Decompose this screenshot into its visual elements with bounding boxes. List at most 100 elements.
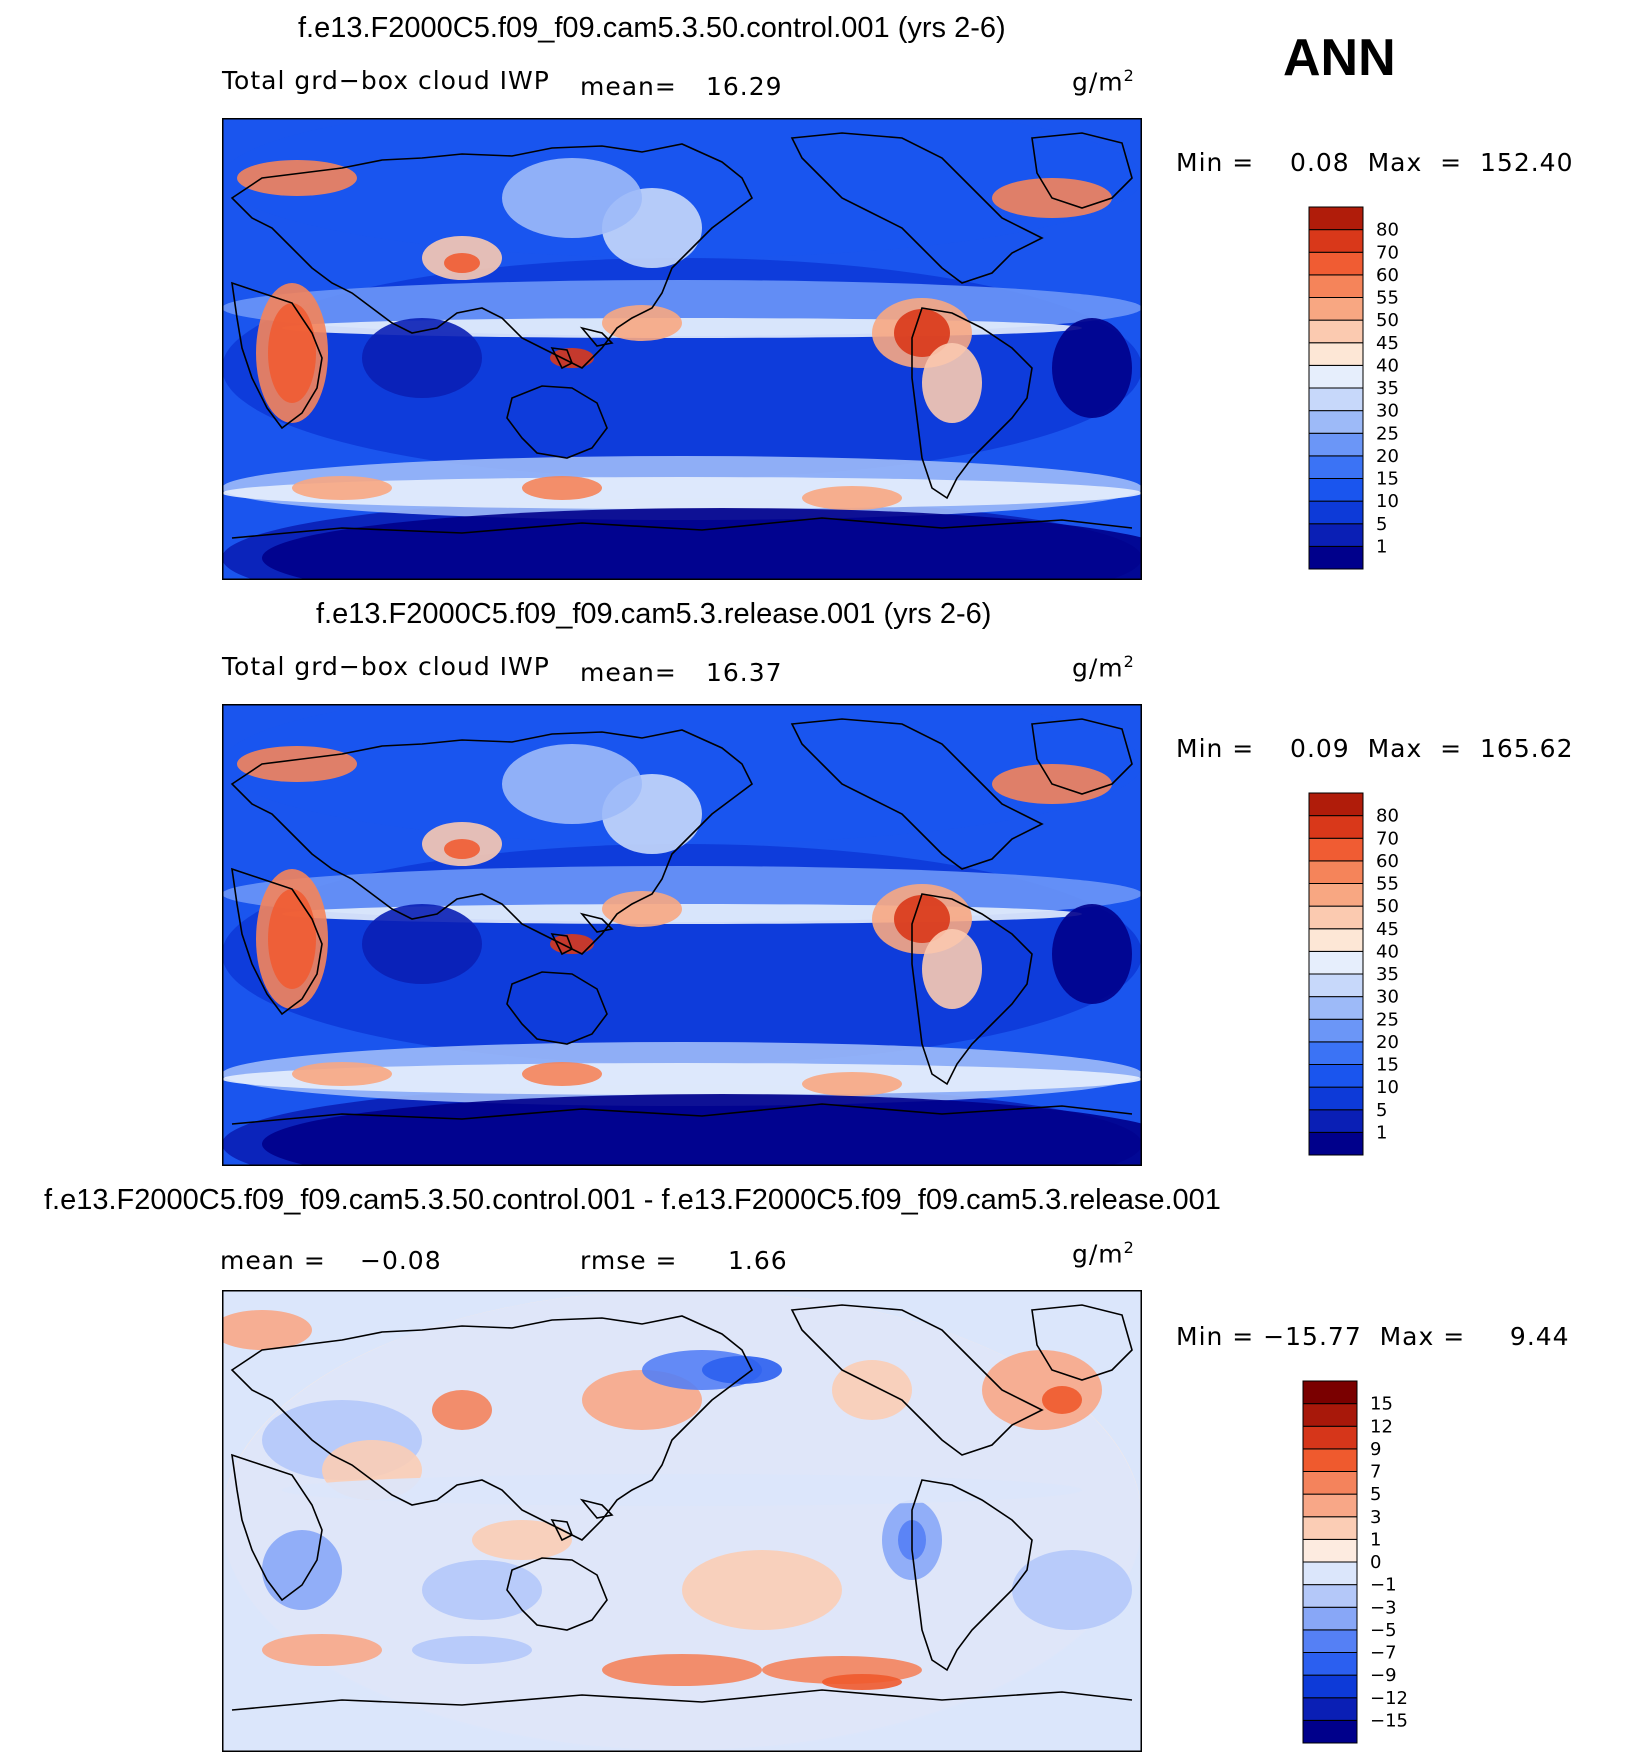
colorbar-segment bbox=[1302, 1584, 1358, 1608]
coastline bbox=[550, 347, 574, 370]
contour-fill bbox=[1042, 1386, 1082, 1414]
colorbar-segment bbox=[1302, 1697, 1358, 1721]
coastline bbox=[911, 893, 1033, 1086]
colorbar-segment bbox=[1308, 973, 1364, 998]
panel3-mean-label: mean = bbox=[220, 1246, 326, 1275]
colorbar-segment bbox=[1308, 229, 1364, 253]
coastline bbox=[231, 867, 323, 1016]
panel3-minmax: Min = −15.77 Max = 9.44 bbox=[1176, 1322, 1570, 1351]
contour-fill bbox=[802, 1072, 902, 1096]
colorbar-segment bbox=[1302, 1493, 1358, 1518]
contour-fill bbox=[894, 309, 950, 357]
colorbar-tick-label: 1 bbox=[1376, 536, 1387, 557]
season-label: ANN bbox=[1283, 29, 1396, 87]
coastline bbox=[230, 1315, 754, 1541]
colorbar-segment bbox=[1308, 319, 1364, 344]
colorbar-segment bbox=[1308, 928, 1364, 952]
contour-fill bbox=[802, 486, 902, 510]
contour-fill bbox=[502, 158, 642, 238]
colorbar-tick-label: 40 bbox=[1376, 355, 1399, 376]
colorbar-tick-label: 12 bbox=[1370, 1416, 1393, 1437]
coastline bbox=[550, 1519, 574, 1542]
map-frame bbox=[222, 1290, 1142, 1752]
colorbar-segment bbox=[1308, 500, 1364, 525]
coastline bbox=[231, 281, 323, 430]
colorbar-tick-label: 25 bbox=[1376, 423, 1399, 444]
contour-fill bbox=[422, 1560, 542, 1620]
contour-fill bbox=[1052, 904, 1132, 1004]
colorbar-segment bbox=[1302, 1380, 1358, 1405]
colorbar-tick-label: 30 bbox=[1376, 987, 1399, 1008]
panel1-map bbox=[222, 118, 1142, 580]
contour-fill bbox=[1052, 318, 1132, 418]
contour-fill bbox=[237, 746, 357, 782]
colorbar-segment bbox=[1308, 251, 1364, 276]
coastline bbox=[579, 912, 614, 933]
coastline bbox=[231, 517, 1133, 539]
colorbar-tick-label: 70 bbox=[1376, 242, 1399, 263]
colorbar-segment bbox=[1308, 1086, 1364, 1111]
colorbar-segment bbox=[1302, 1516, 1358, 1540]
colorbar-tick-label: 40 bbox=[1376, 941, 1399, 962]
colorbar-segment bbox=[1308, 206, 1364, 231]
colorbar-segment bbox=[1308, 1109, 1364, 1133]
panel3-mean-value: −0.08 bbox=[360, 1246, 442, 1275]
contour-fill bbox=[522, 1062, 602, 1086]
colorbar-segment bbox=[1302, 1561, 1358, 1586]
colorbar-tick-label: −9 bbox=[1370, 1665, 1397, 1686]
colorbar-tick-label: 30 bbox=[1376, 401, 1399, 422]
colorbar-segment bbox=[1308, 905, 1364, 930]
contour-fill bbox=[222, 1063, 1142, 1095]
coastline bbox=[230, 143, 754, 369]
panel1-mean-value: 16.29 bbox=[706, 72, 783, 101]
colorbar-segment bbox=[1308, 815, 1364, 839]
colorbar-segment bbox=[1308, 387, 1364, 412]
colorbar-tick-label: 80 bbox=[1376, 220, 1399, 241]
coastline bbox=[550, 933, 574, 956]
contour-fill bbox=[444, 253, 480, 273]
colorbar-tick-label: 25 bbox=[1376, 1009, 1399, 1030]
colorbar-tick-label: −15 bbox=[1370, 1710, 1408, 1731]
colorbar-tick-label: 70 bbox=[1376, 828, 1399, 849]
contour-fill bbox=[922, 343, 982, 423]
colorbar-tick-label: 60 bbox=[1376, 265, 1399, 286]
colorbar-tick-label: 15 bbox=[1376, 1055, 1399, 1076]
contour-fill bbox=[832, 1360, 912, 1420]
colorbar-segment bbox=[1302, 1629, 1358, 1653]
colorbar-tick-label: 10 bbox=[1376, 1077, 1399, 1098]
colorbar-segment bbox=[1308, 297, 1364, 321]
colorbar-tick-label: 20 bbox=[1376, 1032, 1399, 1053]
contour-fill bbox=[237, 160, 357, 196]
contour-fill bbox=[412, 1636, 532, 1664]
contour-fill bbox=[502, 744, 642, 824]
colorbar-segment bbox=[1302, 1403, 1358, 1427]
contour-fill bbox=[268, 889, 316, 989]
coastline bbox=[231, 1453, 323, 1602]
contour-fill bbox=[894, 895, 950, 943]
contour-fill bbox=[602, 891, 682, 927]
colorbar-segment bbox=[1308, 792, 1364, 817]
colorbar-tick-label: 20 bbox=[1376, 446, 1399, 467]
contour-fill bbox=[472, 1520, 572, 1560]
coastline bbox=[230, 729, 754, 955]
colorbar-tick-label: 9 bbox=[1370, 1439, 1381, 1460]
colorbar-tick-label: 5 bbox=[1370, 1484, 1381, 1505]
colorbar-segment bbox=[1308, 523, 1364, 547]
coastline bbox=[506, 1557, 608, 1631]
colorbar-tick-label: 80 bbox=[1376, 806, 1399, 827]
coastline bbox=[1031, 1304, 1133, 1381]
coastline bbox=[911, 1479, 1033, 1672]
colorbar-segment bbox=[1302, 1719, 1358, 1744]
colorbar-segment bbox=[1308, 1064, 1364, 1088]
colorbar-tick-label: 5 bbox=[1376, 514, 1387, 535]
colorbar-tick-label: −1 bbox=[1370, 1575, 1397, 1596]
colorbar-segment bbox=[1308, 545, 1364, 570]
colorbar-tick-label: 55 bbox=[1376, 288, 1399, 309]
contour-fill bbox=[292, 476, 392, 500]
panel3-map bbox=[222, 1290, 1142, 1752]
colorbar-segment bbox=[1308, 950, 1364, 975]
colorbar-tick-label: 0 bbox=[1370, 1552, 1381, 1573]
